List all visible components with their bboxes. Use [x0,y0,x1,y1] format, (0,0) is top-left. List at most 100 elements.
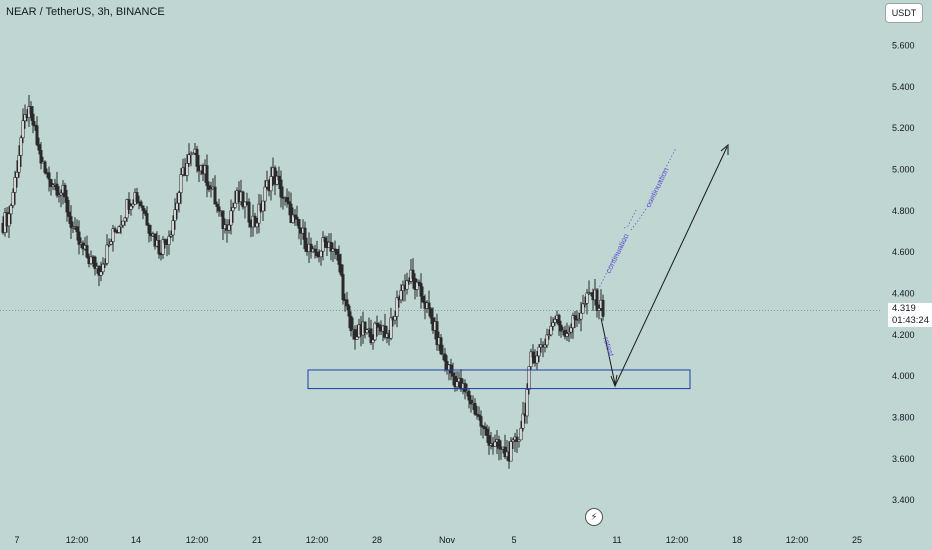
candle-body [19,137,23,156]
candle [207,181,211,193]
candle [475,405,479,420]
candle-body [97,266,101,276]
candle-body [103,263,107,265]
candle [269,166,273,201]
candle [77,220,81,255]
candle [279,170,283,208]
candle [493,434,497,448]
candle-body [353,329,357,340]
candle-body [365,329,369,334]
candle [477,406,481,421]
continuation-arrow-line [614,146,728,387]
candle-body [525,389,529,417]
candle-body [479,416,483,427]
candle [563,325,567,340]
candle [355,324,359,340]
candle [439,334,443,355]
candle [569,323,573,339]
candle [225,219,229,243]
candle [545,328,549,349]
x-tick-label: 18 [732,535,742,545]
candle [487,426,491,455]
candle-body [167,236,171,245]
candle-body [573,315,577,320]
candle [7,206,11,239]
candle-body [129,205,133,210]
candle [335,249,339,261]
candle-body [581,303,585,314]
y-tick-label: 4.800 [892,206,915,216]
candle [601,294,605,321]
candle [139,199,143,208]
candle-body [127,199,131,210]
candle [285,188,289,208]
candle [109,238,113,246]
candle-body [59,192,63,196]
candle-body [171,220,175,236]
candle-body [67,211,71,217]
candle [111,224,115,252]
candle [595,288,599,318]
candle [253,212,257,228]
candle [59,189,63,208]
candle [573,310,577,329]
candle [597,304,601,320]
candle-body [221,210,225,229]
candle-body [369,328,373,344]
candle-body [255,222,259,228]
candle-body [285,197,289,202]
candle [511,437,515,449]
x-tick-label: 12:00 [66,535,89,545]
candle-body [47,172,51,180]
y-tick-label: 4.000 [892,371,915,381]
continuation-path-2 [630,147,677,231]
candle-body [215,203,219,208]
candle [581,294,585,314]
candle [99,261,103,282]
candle [515,429,519,453]
candle [37,137,41,155]
candle [571,312,575,339]
candle [541,341,545,358]
candle [11,188,15,208]
candle [419,273,423,309]
candle-body [75,226,79,233]
candle [113,226,117,233]
candle-body [297,219,301,229]
candle [123,216,127,226]
candle-body [585,292,589,304]
candle-body [107,243,111,246]
candle [143,208,147,216]
candle [291,207,295,224]
candle-body [161,239,165,255]
demand-zone [307,369,691,390]
candle-body [339,264,343,275]
candle-body [493,441,497,447]
candle [89,250,93,266]
candle-body [393,316,397,321]
candle [341,264,345,305]
candle-body [109,241,113,245]
candle [373,321,377,342]
candle-body [347,305,351,317]
currency-button[interactable]: USDT [885,3,923,23]
candle [427,290,431,317]
candle [365,328,369,335]
candle-body [421,295,425,303]
candle-body [345,299,349,307]
candle [161,236,165,259]
candle [15,160,19,188]
candle [309,237,313,259]
candle [393,310,397,325]
candle-body [597,308,601,311]
candle-body [417,281,421,284]
candle [449,358,453,381]
candle [483,422,487,436]
lightning-icon[interactable]: ⚡ [585,508,603,526]
candle-body [135,192,139,203]
y-tick-label: 3.600 [892,454,915,464]
candle [417,279,421,287]
candle-body [35,125,39,145]
candle-body [277,175,281,181]
